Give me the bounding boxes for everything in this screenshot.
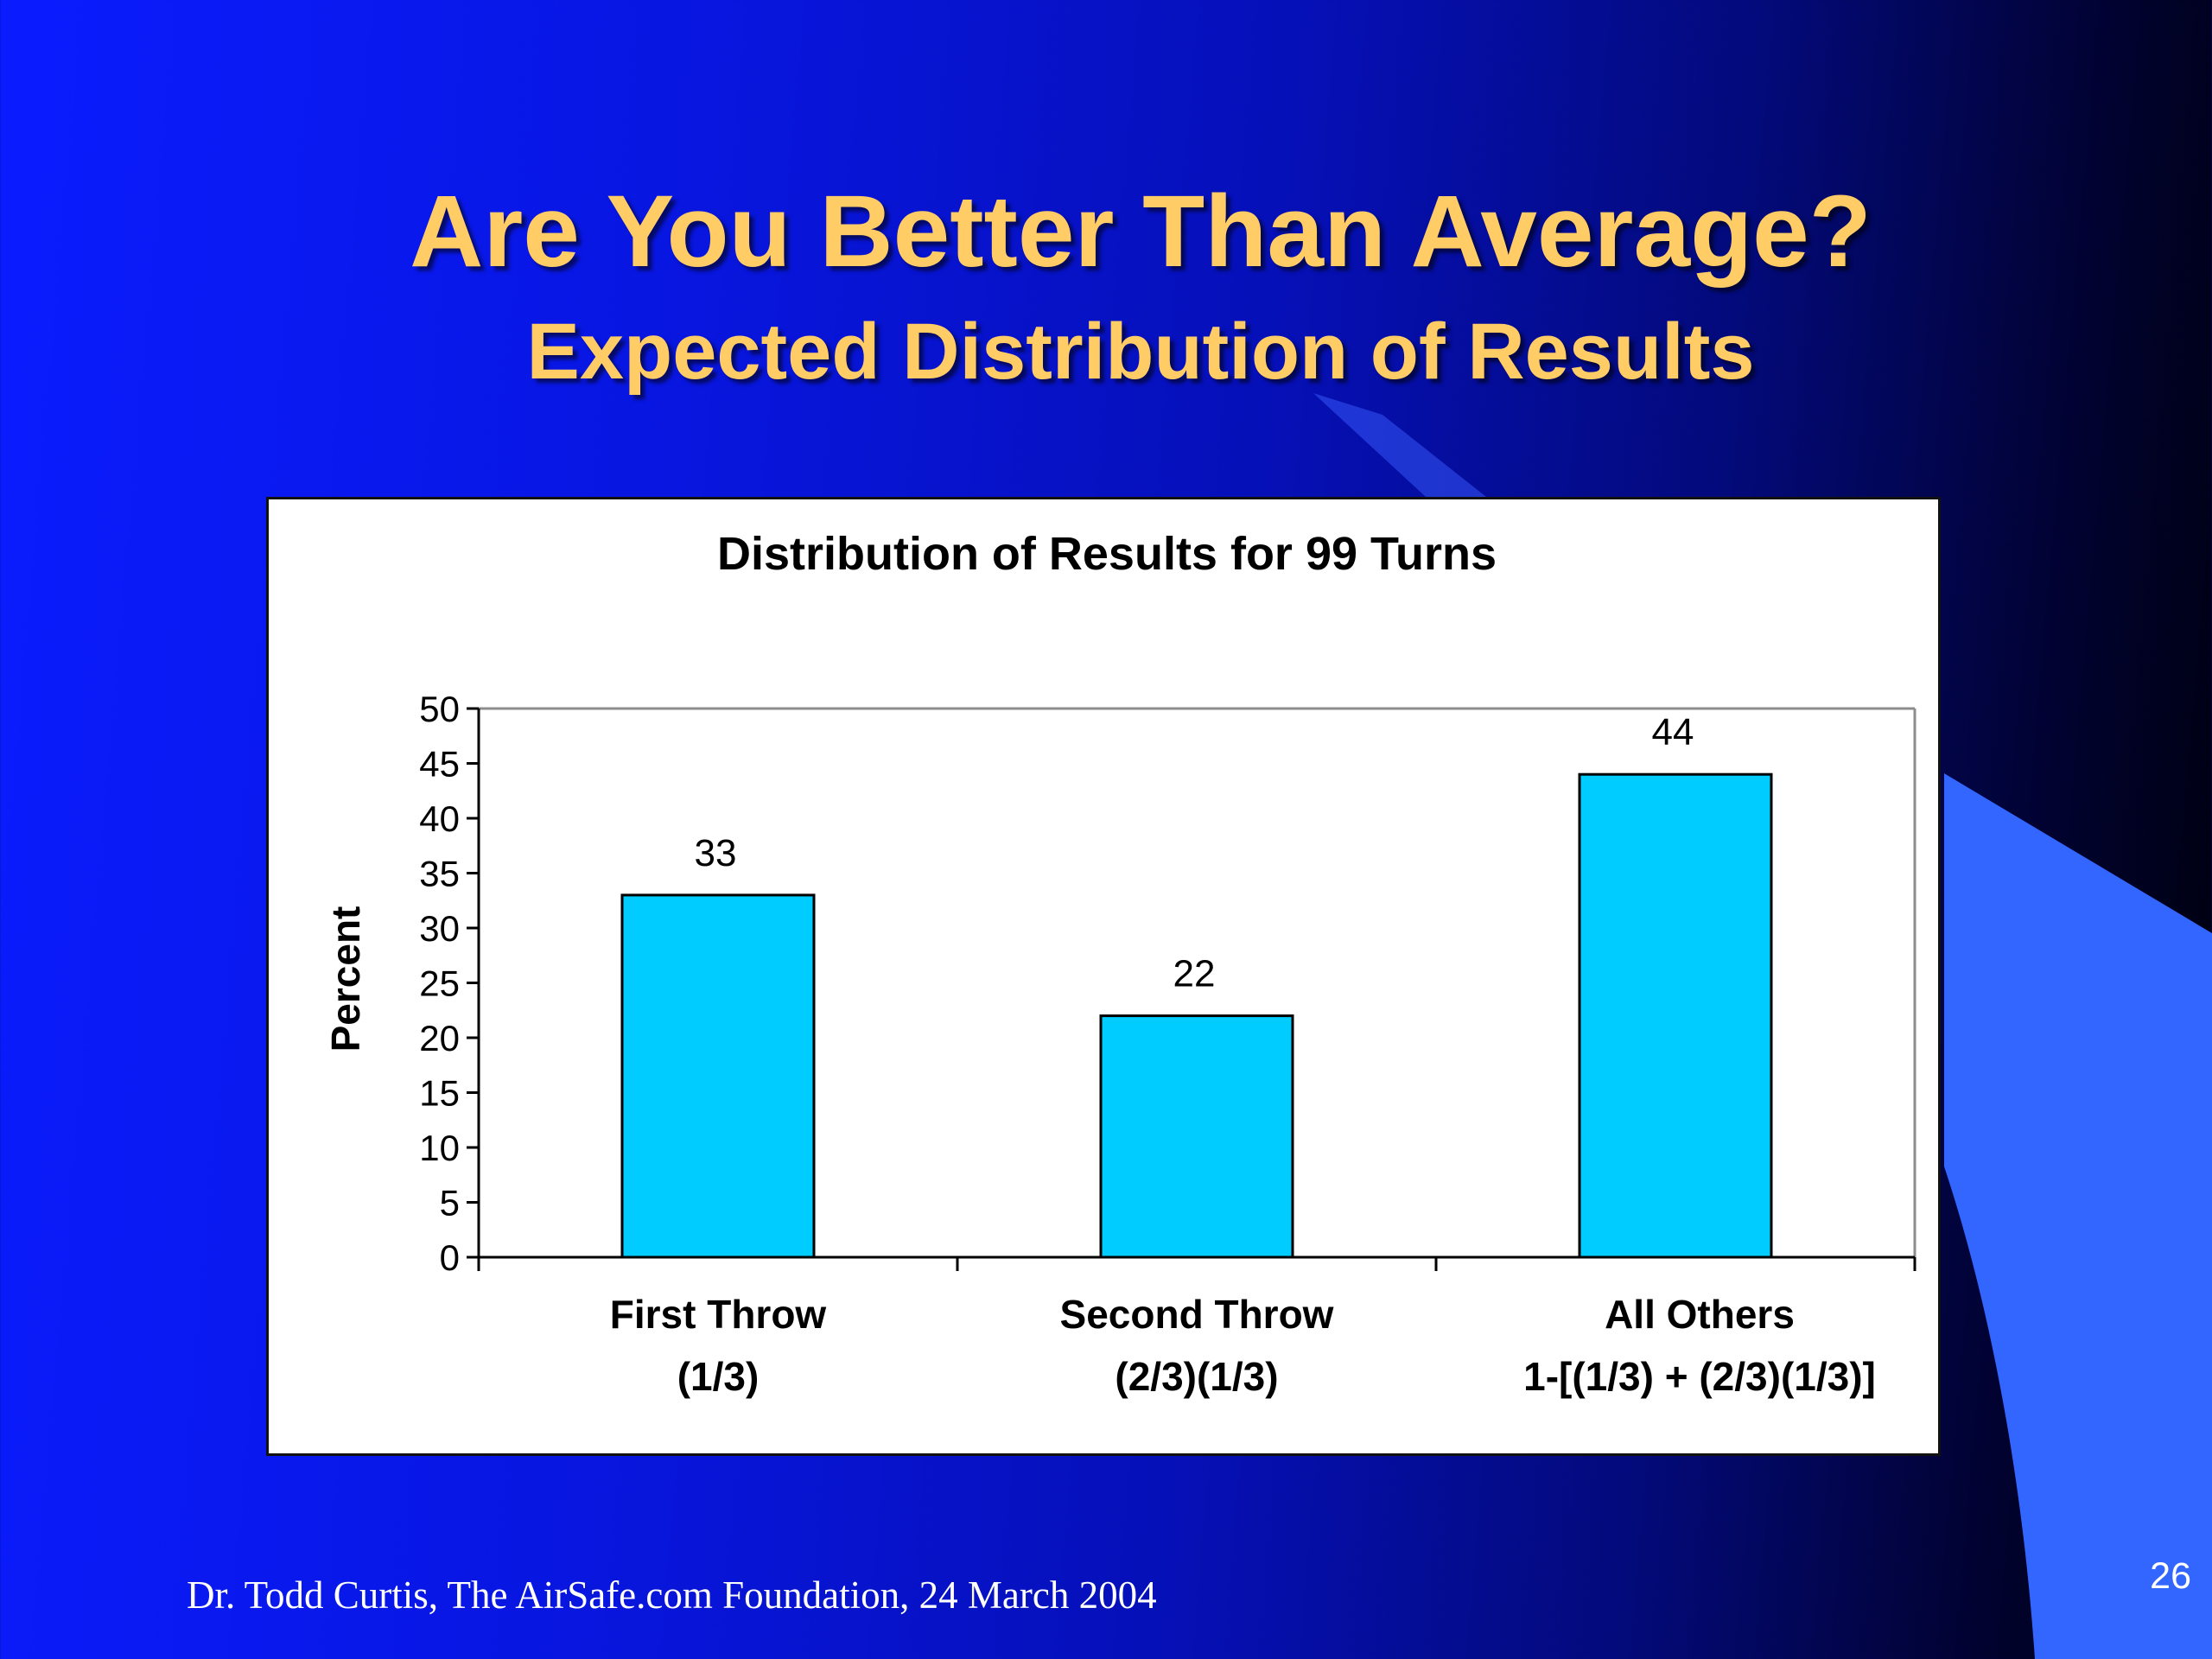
y-axis-label: Percent	[323, 906, 368, 1052]
decor-blue-swoosh	[1944, 773, 2212, 1659]
x-category-label: All Others	[1605, 1292, 1795, 1337]
chart-title: Distribution of Results for 99 Turns	[717, 528, 1497, 580]
footer-credit: Dr. Todd Curtis, The AirSafe.com Foundat…	[187, 1573, 1157, 1617]
bar-data-label: 44	[1652, 711, 1694, 753]
y-tick-label: 15	[419, 1073, 460, 1114]
bar-data-label: 33	[695, 832, 737, 874]
decor-light-wedge	[1313, 393, 1486, 497]
x-category-label: Second Throw	[1060, 1292, 1334, 1337]
bar-data-label: 22	[1173, 953, 1216, 995]
x-category-label: (2/3)(1/3)	[1115, 1354, 1278, 1399]
y-tick-label: 30	[419, 908, 460, 949]
y-tick-label: 0	[440, 1237, 460, 1278]
x-category-label: First Throw	[610, 1292, 827, 1337]
y-tick-label: 10	[419, 1128, 460, 1168]
bar	[1578, 772, 1773, 1259]
y-tick-label: 35	[419, 854, 460, 894]
slide-subtitle: Expected Distribution of Results	[526, 308, 1755, 396]
y-tick-label: 5	[440, 1183, 460, 1224]
x-category-label: (1/3)	[677, 1354, 760, 1399]
bar	[1099, 1014, 1294, 1259]
slide-title: Are You Better Than Average?	[410, 175, 1872, 289]
y-tick-label: 50	[419, 689, 460, 729]
plot-area: 0 5 10 15 20 25 30 35 40 45 50 33 First Throw (1/3) 22…	[419, 689, 1916, 1399]
y-tick-label: 20	[419, 1018, 460, 1058]
bar	[620, 893, 816, 1259]
slide-number: 26	[2150, 1555, 2191, 1597]
y-tick-label: 40	[419, 798, 460, 839]
y-tick-label: 45	[419, 744, 460, 785]
bar-chart: Distribution of Results for 99 Turns Per…	[323, 528, 1916, 1399]
y-tick-label: 25	[419, 963, 460, 1004]
x-category-label: 1-[(1/3) + (2/3)(1/3)]	[1523, 1354, 1876, 1399]
chart-panel: Distribution of Results for 99 Turns Per…	[266, 497, 1941, 1456]
